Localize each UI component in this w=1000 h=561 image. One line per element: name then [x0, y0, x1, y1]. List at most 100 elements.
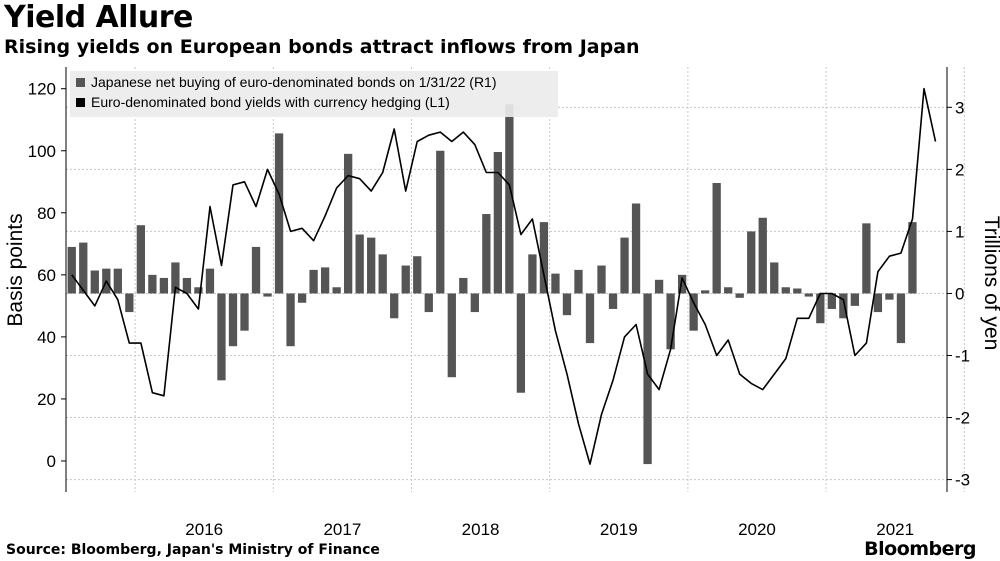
left-tick-label: 100 [28, 142, 56, 161]
bar [125, 293, 134, 313]
bar [228, 293, 238, 347]
bar [320, 267, 330, 294]
bar [390, 293, 399, 319]
bar [171, 262, 180, 294]
bar [505, 104, 514, 294]
bar [654, 279, 664, 294]
bar [758, 217, 767, 294]
bar [424, 293, 433, 313]
right-axis-label: Trillions of yen [980, 216, 1000, 351]
bar [689, 293, 698, 331]
left-tick-label: 60 [37, 266, 56, 285]
right-tick-label: -1 [955, 347, 970, 366]
bar [459, 277, 468, 294]
chart-title: Yield Allure [4, 0, 193, 35]
bar-series [67, 104, 917, 465]
bar [309, 269, 318, 294]
bar [113, 268, 122, 294]
bar [447, 293, 456, 378]
left-tick-label: 120 [28, 80, 56, 99]
right-axis: -3 -2 -1 0 1 2 3 [947, 98, 970, 490]
bar [551, 273, 560, 294]
bar [804, 293, 813, 297]
left-tick-label: 40 [37, 328, 56, 347]
right-tick-label: 3 [955, 98, 964, 117]
bar [597, 265, 606, 294]
left-tick-label: 20 [37, 390, 56, 409]
bar [850, 293, 860, 306]
bar [274, 133, 284, 294]
bar [493, 152, 503, 294]
bar [413, 256, 422, 294]
bar [378, 254, 387, 294]
bar [896, 293, 906, 344]
bar [297, 293, 307, 303]
left-tick-label: 0 [47, 452, 56, 471]
bar [643, 293, 652, 465]
bar [712, 183, 721, 294]
bar [344, 153, 353, 294]
bar [516, 293, 526, 393]
bar [401, 265, 410, 294]
legend-label: Euro-denominated bond yields with curren… [91, 94, 450, 110]
brand-logo-text: Bloomberg [864, 538, 976, 560]
x-tick-label: 2019 [600, 520, 638, 539]
bar [482, 214, 491, 294]
x-tick-label: 2016 [185, 520, 223, 539]
bar [585, 293, 595, 344]
bar [562, 293, 572, 316]
bar [148, 274, 157, 294]
bar [735, 293, 744, 298]
x-axis: 2016201720182019202020212022 [65, 67, 965, 539]
bar [816, 293, 825, 324]
right-tick-label: 2 [955, 160, 964, 179]
bar [251, 246, 261, 294]
bar [724, 287, 733, 294]
bar [620, 237, 629, 294]
bar [217, 293, 226, 381]
bar [747, 231, 756, 294]
bar [539, 222, 549, 294]
left-axis-label: Basis points [4, 213, 27, 326]
bar [666, 293, 675, 350]
legend-swatch-bar [76, 78, 85, 87]
bar [355, 234, 364, 294]
bar [827, 293, 836, 309]
bar [194, 287, 203, 294]
left-axis: 0 20 40 60 80 100 120 [28, 80, 66, 471]
bar [79, 242, 88, 294]
bar [367, 237, 376, 294]
bar [67, 246, 76, 294]
right-tick-label: 0 [955, 284, 964, 303]
legend: Japanese net buying of euro-denominated … [70, 71, 558, 117]
bar [873, 293, 883, 313]
bar [136, 225, 146, 294]
x-tick-label: 2021 [876, 520, 914, 539]
bar [205, 268, 215, 294]
bar [470, 293, 479, 313]
x-tick-label: 2018 [462, 520, 500, 539]
bar [885, 293, 894, 300]
legend-box [70, 71, 558, 117]
bar [90, 270, 99, 294]
bar [839, 293, 848, 319]
bar [862, 223, 871, 294]
legend-swatch-line [76, 98, 85, 107]
bar [677, 274, 687, 294]
bar [608, 293, 618, 309]
bar [793, 288, 802, 294]
bar [332, 287, 341, 294]
bar [631, 203, 641, 294]
right-tick-label: 1 [955, 222, 964, 241]
left-tick-label: 80 [37, 204, 56, 223]
bar [286, 293, 295, 347]
bar [781, 287, 790, 294]
bar [574, 269, 583, 294]
bar [182, 277, 192, 294]
bar [770, 262, 779, 294]
x-tick-label: 2017 [323, 520, 361, 539]
yield-line [71, 87, 937, 465]
bar [908, 222, 917, 294]
bar [159, 277, 169, 294]
bar [240, 293, 249, 331]
